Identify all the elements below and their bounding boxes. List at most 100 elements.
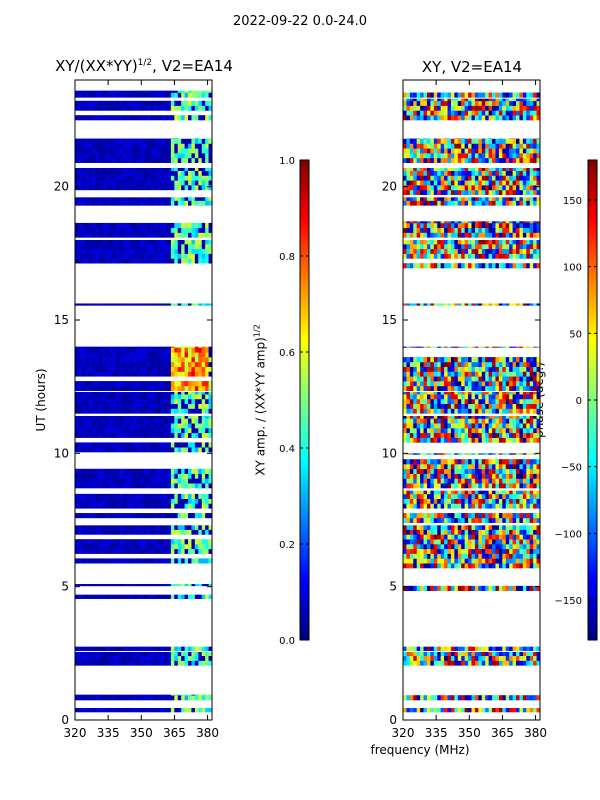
heatmap-cell — [478, 646, 483, 651]
heatmap-cell — [512, 563, 517, 569]
heatmap-cell — [174, 347, 179, 353]
heatmap-cell — [512, 408, 517, 414]
heatmap-cell — [413, 437, 418, 443]
heatmap-cell — [526, 493, 531, 499]
heatmap-cell — [181, 371, 185, 377]
heatmap-cell — [184, 493, 189, 499]
heatmap-cell — [464, 529, 469, 535]
heatmap-cell — [512, 513, 517, 519]
heatmap-cell — [440, 437, 445, 443]
heatmap-cell — [153, 660, 158, 666]
heatmap-cell — [526, 517, 531, 523]
heatmap-cell — [529, 459, 534, 465]
heatmap-cell — [440, 398, 445, 405]
heatmap-cell — [495, 394, 500, 400]
heatmap-cell — [426, 248, 431, 254]
heatmap-cell — [140, 153, 144, 159]
heatmap-cell — [140, 468, 144, 474]
heatmap-cell — [488, 585, 493, 591]
heatmap-cell — [468, 244, 472, 250]
heatmap-cell — [519, 394, 524, 400]
heatmap-cell — [423, 303, 428, 306]
heatmap-cell — [505, 473, 510, 479]
heatmap-cell — [526, 253, 531, 259]
heatmap-cell — [109, 708, 114, 713]
heatmap-cell — [416, 240, 421, 245]
heatmap-cell — [150, 352, 155, 358]
heatmap-cell — [164, 428, 168, 434]
heatmap-cell — [177, 115, 182, 121]
heatmap-cell — [536, 655, 540, 661]
heatmap-cell — [457, 553, 462, 559]
heatmap-cell — [516, 493, 520, 499]
phase-heatmap — [403, 92, 540, 713]
heatmap-cell — [450, 544, 455, 550]
heatmap-cell — [122, 584, 127, 587]
heatmap-cell — [88, 493, 93, 499]
heatmap-cell — [440, 478, 445, 484]
heatmap-cell — [406, 303, 411, 306]
heatmap-cell — [495, 563, 500, 569]
heatmap-cell — [140, 403, 144, 409]
heatmap-cell — [164, 558, 168, 564]
heatmap-cell — [406, 398, 411, 405]
heatmap-cell — [492, 428, 496, 434]
heatmap-cell — [85, 468, 90, 474]
heatmap-cell — [126, 694, 131, 696]
heatmap-cell — [205, 153, 209, 159]
heatmap-cell — [457, 361, 462, 367]
heatmap-cell — [485, 394, 490, 400]
heatmap-cell — [201, 258, 206, 264]
heatmap-cell — [409, 652, 414, 657]
heatmap-cell — [177, 347, 182, 353]
heatmap-cell — [502, 408, 507, 414]
heatmap-cell — [198, 100, 203, 106]
heatmap-cell — [140, 447, 144, 453]
heatmap-cell — [495, 464, 500, 470]
heatmap-cell — [136, 185, 141, 191]
heatmap-cell — [81, 398, 86, 405]
heatmap-cell — [119, 695, 124, 701]
heatmap-cell — [509, 253, 513, 259]
heatmap-cell — [143, 170, 148, 176]
heatmap-cell — [146, 416, 151, 419]
heatmap-cell — [208, 403, 212, 409]
heatmap-cell — [464, 646, 469, 651]
heatmap-cell — [495, 248, 500, 254]
heatmap-cell — [143, 513, 148, 519]
heatmap-cell — [102, 232, 107, 238]
heatmap-cell — [406, 534, 411, 540]
heatmap-cell — [164, 157, 168, 163]
heatmap-cell — [413, 529, 418, 535]
heatmap-cell — [129, 403, 134, 409]
heatmap-cell — [416, 473, 421, 479]
heatmap-cell — [481, 392, 486, 395]
heatmap-cell — [126, 92, 131, 98]
heatmap-cell — [167, 392, 172, 395]
heatmap-cell — [495, 437, 500, 443]
heatmap-cell — [474, 660, 479, 666]
heatmap-cell — [119, 447, 124, 453]
heatmap-cell — [181, 148, 185, 154]
heatmap-cell — [174, 143, 179, 149]
heatmap-cell — [164, 138, 168, 144]
heatmap-cell — [109, 548, 114, 554]
heatmap-cell — [133, 432, 138, 438]
heatmap-cell — [136, 432, 141, 438]
heatmap-cell — [116, 248, 120, 254]
heatmap-cell — [177, 660, 182, 666]
heatmap-cell — [109, 92, 114, 98]
heatmap-cell — [133, 138, 138, 144]
heatmap-cell — [140, 478, 144, 484]
heatmap-cell — [92, 100, 96, 106]
heatmap-cell — [181, 352, 185, 358]
heatmap-cell — [109, 138, 114, 144]
heatmap-cell — [81, 423, 86, 429]
heatmap-cell — [136, 398, 141, 405]
heatmap-cell — [450, 478, 455, 484]
heatmap-cell — [109, 655, 114, 661]
heatmap-cell — [184, 385, 189, 391]
heatmap-cell — [488, 244, 493, 250]
heatmap-cell — [140, 498, 144, 504]
